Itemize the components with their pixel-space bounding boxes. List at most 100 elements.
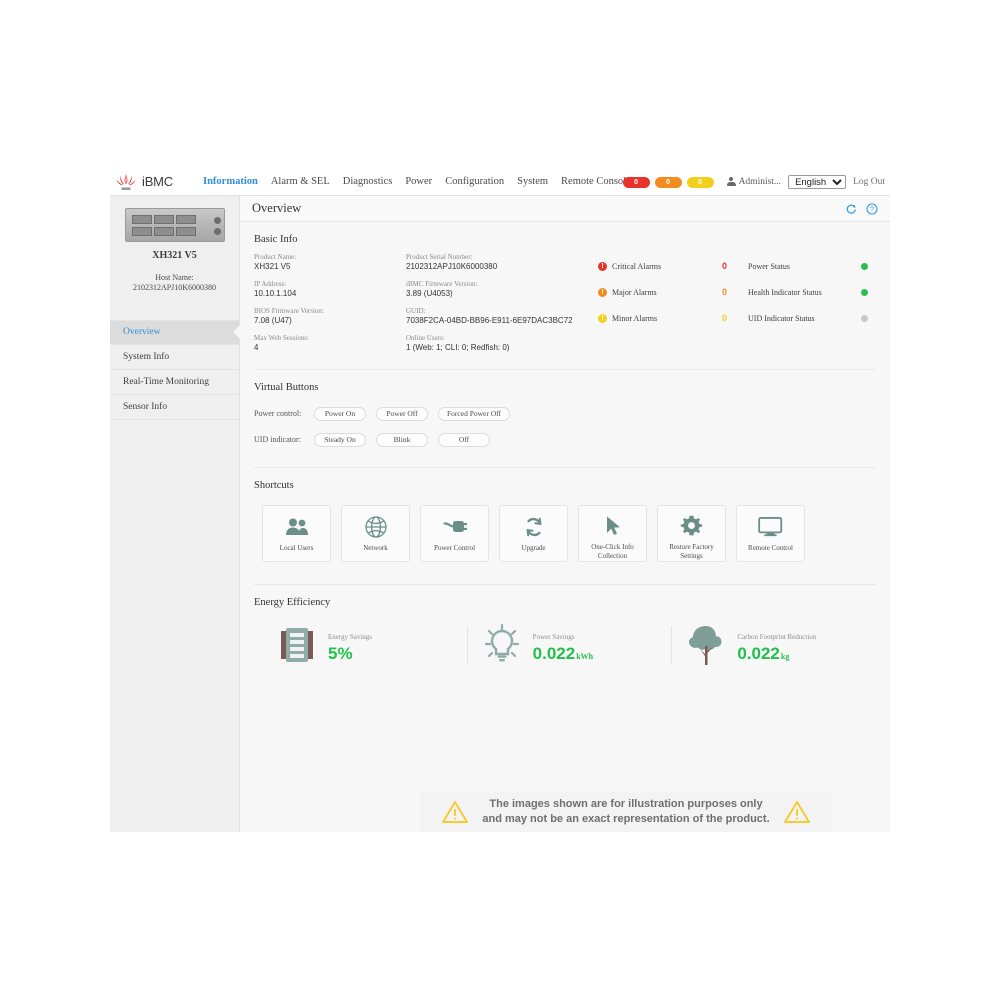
user-name-label: Administ...	[738, 177, 782, 187]
power-savings-unit: kWh	[576, 651, 594, 661]
energy-efficiency-section: Energy Efficiency	[240, 585, 890, 668]
carbon-footprint-item: Carbon Footprint Reduction 0.022kg	[671, 622, 876, 668]
refresh-circle-icon	[523, 514, 545, 540]
nav-item-information[interactable]: Information	[203, 176, 258, 187]
user-icon	[726, 177, 736, 187]
status-row-power: Power Status	[748, 253, 876, 279]
main-content: Overview ?	[240, 196, 890, 832]
energy-savings-value: 5%	[328, 643, 353, 663]
nav-item-alarm-sel[interactable]: Alarm & SEL	[270, 176, 330, 187]
shortcut-local-users[interactable]: Local Users	[262, 504, 331, 562]
uid-indicator-row: UID indicator: Steady On Blink Off	[254, 432, 876, 447]
status-row-uid: UID Indicator Status	[748, 305, 876, 331]
current-user[interactable]: Administ...	[726, 177, 782, 187]
sidebar-menu: Overview System Info Real-Time Monitorin…	[110, 319, 239, 420]
left-sidebar: XH321 V5 Host Name: 2102312APJ10K6000380…	[110, 196, 240, 832]
shortcut-one-click-info-collection[interactable]: One-Click Info Collection	[578, 504, 647, 562]
warning-triangle-icon	[442, 800, 469, 824]
svg-text:?: ?	[870, 206, 874, 213]
logout-link[interactable]: Log Out	[853, 177, 885, 187]
uid-indicator-label: UID indicator:	[254, 435, 301, 445]
nav-item-power[interactable]: Power	[405, 176, 433, 187]
shortcut-remote-control[interactable]: Remote Control	[736, 504, 805, 562]
nav-item-system[interactable]: System	[517, 176, 549, 187]
carbon-footprint-text: Carbon Footprint Reduction 0.022kg	[737, 632, 817, 663]
basic-info-section: Basic Info Product Name: XH321 V5 Produc…	[240, 222, 890, 370]
minor-alarm-badge[interactable]: 0	[686, 176, 714, 188]
critical-alarm-count: 0	[722, 261, 728, 271]
alarm-row-minor: ! Minor Alarms 0	[598, 305, 738, 331]
section-divider	[254, 466, 876, 468]
bulb-icon	[481, 622, 523, 668]
power-on-button[interactable]: Power On	[314, 406, 366, 421]
status-summary: Power Status Health Indicator Status UID…	[738, 253, 876, 361]
minor-alarm-count: 0	[722, 313, 728, 323]
server-host-name: Host Name: 2102312APJ10K6000380	[132, 273, 217, 293]
forced-power-off-button[interactable]: Forced Power Off	[438, 406, 511, 421]
sidebar-item-real-time-monitoring[interactable]: Real-Time Monitoring	[110, 370, 239, 395]
alarm-row-major: ! Major Alarms 0	[598, 279, 738, 305]
field-guid: GUID: 7038F2CA-04BD-BB96-E911-6E97DAC3BC…	[406, 306, 573, 325]
brand-logo[interactable]: iBMC	[115, 172, 193, 192]
nav-item-configuration[interactable]: Configuration	[445, 176, 505, 187]
critical-alarm-icon: !	[598, 261, 607, 271]
help-icon[interactable]: ?	[866, 202, 878, 215]
sidebar-item-sensor-info[interactable]: Sensor Info	[110, 395, 239, 420]
shortcut-power-control[interactable]: Power Control	[420, 504, 489, 562]
uid-steady-on-button[interactable]: Steady On	[314, 432, 366, 447]
main-nav: Information Alarm & SEL Diagnostics Powe…	[203, 176, 631, 187]
field-ibmc-firmware-version: iBMC Firmware Version: 3.89 (U4053)	[406, 279, 478, 298]
shortcuts-title: Shortcuts	[254, 479, 294, 491]
basic-info-title: Basic Info	[254, 234, 298, 245]
huawei-logo-icon	[115, 172, 137, 192]
nav-item-diagnostics[interactable]: Diagnostics	[342, 176, 393, 187]
field-bios-firmware-version: BIOS Firmware Version: 7.08 (U47)	[254, 306, 324, 325]
nav-item-remote-console[interactable]: Remote Console	[561, 176, 631, 187]
field-ip-address: IP Address: 10.10.1.104	[254, 279, 297, 298]
brand-name: iBMC	[142, 174, 173, 189]
basic-info-fields: Product Name: XH321 V5 Product Serial Nu…	[254, 253, 594, 361]
major-alarm-count: 0	[722, 287, 728, 297]
page-header: Overview ?	[240, 196, 890, 222]
power-savings-item: Power Savings 0.022kWh	[466, 622, 672, 668]
language-select[interactable]: English	[788, 175, 847, 189]
sidebar-item-overview[interactable]: Overview	[110, 319, 239, 345]
power-status-indicator	[861, 262, 868, 270]
sidebar-item-system-info[interactable]: System Info	[110, 345, 239, 370]
battery-icon	[276, 622, 318, 668]
shortcuts-section: Shortcuts Local Users	[240, 468, 890, 585]
alarm-badges: 0 0 0	[622, 176, 714, 188]
uid-off-button[interactable]: Off	[438, 432, 490, 447]
field-product-serial-number: Product Serial Number: 2102312APJ10K6000…	[406, 253, 498, 272]
field-max-web-sessions: Max Web Sessions: 4	[254, 333, 309, 352]
refresh-icon[interactable]	[845, 203, 857, 215]
carbon-footprint-value: 0.022	[737, 643, 780, 663]
energy-savings-text: Energy Savings 5%	[328, 632, 373, 663]
monitor-icon	[758, 514, 783, 540]
uid-status-indicator	[861, 314, 868, 322]
warning-triangle-icon	[783, 800, 810, 824]
virtual-buttons-title: Virtual Buttons	[254, 381, 319, 393]
energy-efficiency-title: Energy Efficiency	[254, 596, 331, 608]
major-alarm-badge[interactable]: 0	[654, 176, 682, 188]
field-online-users: Online Users: 1 (Web: 1; CLI: 0; Redfish…	[406, 333, 510, 352]
power-control-row: Power control: Power On Power Off Forced…	[254, 406, 876, 421]
globe-icon	[364, 514, 388, 540]
shortcut-upgrade[interactable]: Upgrade	[499, 504, 568, 562]
power-off-button[interactable]: Power Off	[376, 406, 428, 421]
energy-savings-item: Energy Savings 5%	[262, 622, 467, 668]
critical-alarm-badge[interactable]: 0	[622, 176, 650, 188]
shortcut-restore-factory-settings[interactable]: Restore Factory Settings	[657, 504, 726, 562]
section-divider	[254, 583, 876, 585]
shortcut-network[interactable]: Network	[341, 504, 410, 562]
power-control-label: Power control:	[254, 409, 302, 419]
power-savings-value: 0.022	[532, 643, 576, 663]
gear-icon	[680, 514, 703, 540]
disclaimer-text: The images shown are for illustration pu…	[482, 798, 770, 825]
header-right-tools: 0 0 0 Administ... English Log Out	[622, 168, 885, 196]
tree-icon	[685, 622, 727, 668]
ibmc-app-window: iBMC Information Alarm & SEL Diagnostics…	[110, 168, 890, 832]
uid-blink-button[interactable]: Blink	[376, 432, 428, 447]
health-status-indicator	[861, 288, 868, 296]
info-row: Product Name: XH321 V5 Product Serial Nu…	[254, 253, 594, 273]
